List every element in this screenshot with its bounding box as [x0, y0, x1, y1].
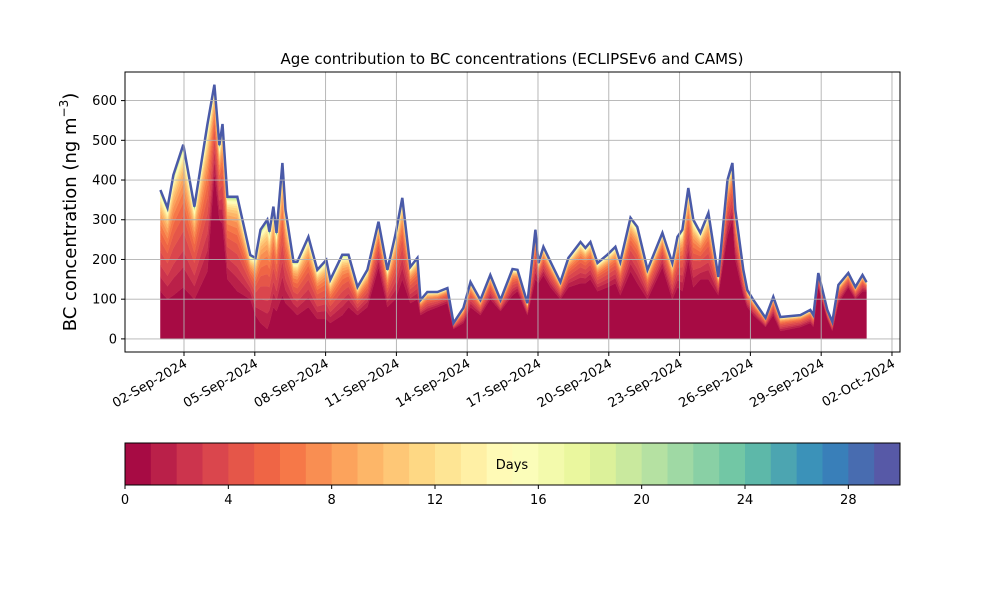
colorbar-segment	[770, 443, 798, 485]
colorbar-segment	[150, 443, 178, 485]
y-axis-label-close: )	[60, 93, 81, 100]
colorbar-segments	[125, 443, 901, 485]
colorbar-ticks: 0 4 8 12 16 20 24 28	[121, 485, 857, 508]
plot-area	[124, 71, 901, 353]
colorbar-frame	[124, 442, 901, 486]
colorbar-segment	[538, 443, 565, 485]
y-axis-label: BC concentration (ng m−3)	[57, 93, 81, 332]
colorbar-segment	[331, 443, 358, 485]
colorbar-segment	[125, 443, 152, 485]
x-tick-label: 29-Sep-2024	[747, 356, 827, 411]
colorbar-segment	[796, 443, 823, 485]
colorbar-segment	[305, 443, 333, 485]
x-tick-label: 26-Sep-2024	[677, 356, 757, 411]
y-axis: 0 100 200 300 400 500 600	[92, 94, 125, 347]
colorbar-segment	[564, 443, 591, 485]
x-tick-label: 23-Sep-2024	[606, 356, 686, 411]
colorbar-segment	[435, 443, 462, 485]
y-tick-label: 0	[109, 332, 117, 347]
y-tick-label: 200	[92, 253, 117, 268]
y-axis-label-base: BC concentration (ng m	[60, 117, 81, 331]
y-axis-label-exponent: −3	[57, 100, 71, 118]
x-tick-label: 02-Sep-2024	[110, 356, 190, 411]
colorbar-segment	[590, 443, 617, 485]
x-tick-label: 11-Sep-2024	[323, 356, 403, 411]
colorbar-segment	[615, 443, 643, 485]
grid-lines	[125, 72, 900, 352]
colorbar-tick-label: 8	[328, 493, 336, 508]
colorbar-tick-label: 16	[530, 493, 547, 508]
colorbar-tick-label: 4	[224, 493, 232, 508]
colorbar-tick-label: 12	[427, 493, 444, 508]
colorbar-segment	[848, 443, 875, 485]
colorbar-label: Days	[496, 458, 529, 473]
y-tick-label: 100	[92, 293, 117, 308]
y-tick-label: 500	[92, 134, 117, 149]
colorbar-segment	[874, 443, 901, 485]
total-line	[159, 84, 868, 327]
colorbar-segment	[512, 443, 539, 485]
colorbar-segment	[486, 443, 513, 485]
colorbar-segment	[202, 443, 229, 485]
colorbar-segment	[280, 443, 307, 485]
colorbar-segment	[745, 443, 772, 485]
colorbar: Days 0 4 8 12 16 20 24 28	[121, 442, 901, 508]
colorbar-segment	[460, 443, 488, 485]
colorbar-segment	[409, 443, 436, 485]
colorbar-segment	[357, 443, 384, 485]
x-tick-label: 20-Sep-2024	[535, 356, 615, 411]
colorbar-segment	[228, 443, 255, 485]
colorbar-segment	[667, 443, 694, 485]
colorbar-tick-label: 24	[737, 493, 754, 508]
x-tick-label: 05-Sep-2024	[181, 356, 261, 411]
colorbar-segment	[254, 443, 281, 485]
x-axis: 02-Sep-202405-Sep-202408-Sep-202411-Sep-…	[110, 352, 898, 411]
colorbar-segment	[383, 443, 410, 485]
x-tick-label: 14-Sep-2024	[393, 356, 473, 411]
colorbar-segment	[822, 443, 849, 485]
plot-frame	[124, 71, 901, 353]
chart-title: Age contribution to BC concentrations (E…	[281, 50, 744, 68]
colorbar-segment	[719, 443, 746, 485]
colorbar-tick-label: 28	[840, 493, 857, 508]
colorbar-segment	[641, 443, 668, 485]
colorbar-segment	[693, 443, 720, 485]
x-tick-label: 08-Sep-2024	[252, 356, 332, 411]
colorbar-tick-label: 0	[121, 493, 129, 508]
colorbar-tick-label: 20	[633, 493, 650, 508]
y-tick-label: 300	[92, 213, 117, 228]
y-tick-label: 600	[92, 94, 117, 109]
colorbar-segment	[176, 443, 203, 485]
y-tick-label: 400	[92, 174, 117, 189]
x-tick-label: 02-Oct-2024	[820, 356, 898, 410]
x-tick-label: 17-Sep-2024	[464, 356, 544, 411]
